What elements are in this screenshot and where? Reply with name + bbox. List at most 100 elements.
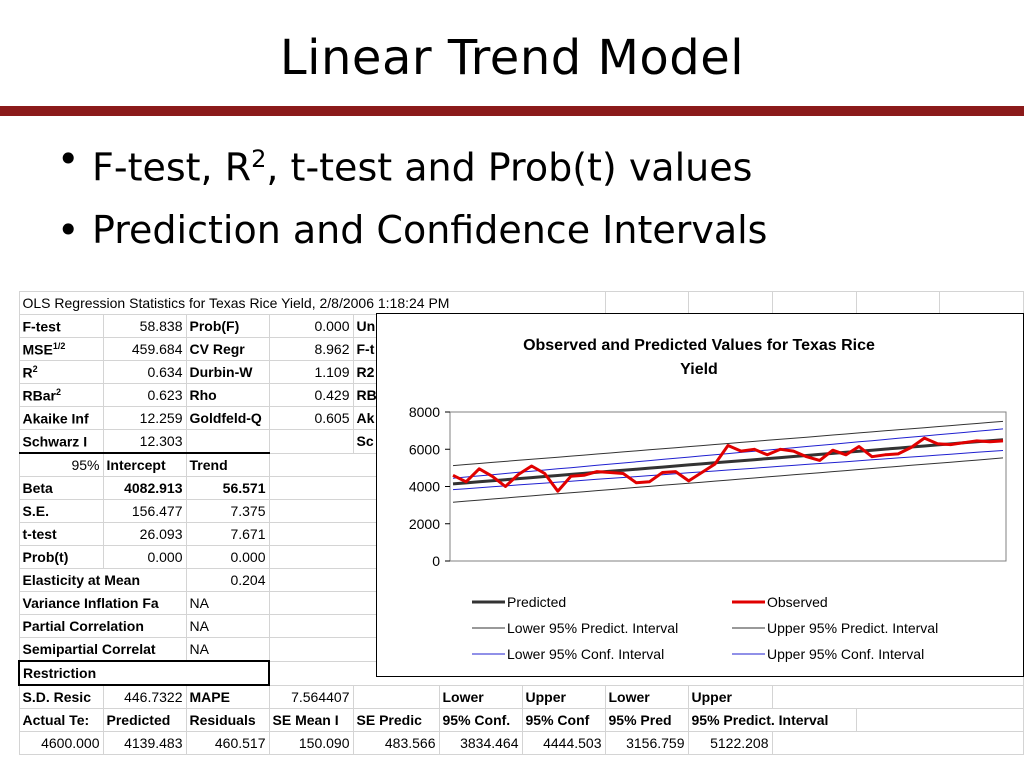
coef-value-cell[interactable]: 26.093 <box>102 522 187 546</box>
sd-row: S.D. Resic 446.7322 MAPE 7.564407 Lower … <box>18 684 1024 709</box>
sd-value-cell[interactable]: 446.7322 <box>102 684 187 709</box>
stat-value-cell[interactable]: 1.109 <box>268 360 354 384</box>
interval-label-cell[interactable]: Lower <box>604 684 689 709</box>
stat-label-cell[interactable]: R2 <box>18 360 104 384</box>
legend-label: Observed <box>767 594 828 610</box>
data-cell[interactable]: 460.517 <box>185 731 270 755</box>
coef-value-cell[interactable]: 0.000 <box>102 545 187 569</box>
stat-value-cell[interactable] <box>268 429 354 454</box>
y-tick-label: 0 <box>432 553 440 569</box>
coef-label-cell[interactable]: t-test <box>18 522 104 546</box>
stat-value-cell[interactable]: 0.000 <box>268 314 354 338</box>
coef-header-cell[interactable]: Trend <box>185 452 270 477</box>
stat-label-cell[interactable]: Rho <box>185 383 270 407</box>
stat-label-cell[interactable] <box>185 429 270 454</box>
column-header-cell[interactable]: Actual Te: <box>18 708 104 732</box>
extra-label-cell[interactable]: Variance Inflation Fa <box>18 591 187 615</box>
extra-value-cell[interactable]: NA <box>185 637 270 662</box>
coef-header-cell[interactable]: 95% <box>18 452 104 477</box>
plot-area <box>449 411 1007 562</box>
data-row: 4600.000 4139.483 460.517 150.090 483.56… <box>18 731 1024 755</box>
column-header-cell[interactable]: 95% Predict. Interval <box>687 708 857 732</box>
coef-label-cell[interactable]: Beta <box>18 476 104 500</box>
stat-label-cell[interactable]: Durbin-W <box>185 360 270 384</box>
y-tick-label: 4000 <box>409 479 440 495</box>
sd-label-cell[interactable]: S.D. Resic <box>18 684 104 709</box>
chart-title-line1: Observed and Predicted Values for Texas … <box>523 337 875 354</box>
stat-label-cell[interactable]: Schwarz I <box>18 429 104 454</box>
y-tick-label: 8000 <box>409 404 440 420</box>
stat-value-cell[interactable]: 459.684 <box>102 337 187 361</box>
legend-label: Upper 95% Conf. Interval <box>767 646 924 662</box>
stat-label-cell[interactable]: F-test <box>18 314 104 338</box>
stat-value-cell[interactable]: 0.634 <box>102 360 187 384</box>
series-line-lower-95-conf-interval <box>452 450 1004 491</box>
coef-value-cell[interactable]: 4082.913 <box>102 476 187 500</box>
bullet-item-intervals: Prediction and Confidence Intervals <box>55 199 767 261</box>
column-header-cell[interactable]: 95% Conf <box>521 708 606 732</box>
coef-label-cell[interactable]: Elasticity at Mean <box>18 568 187 592</box>
series-line-upper-95-predict-interval <box>452 420 1004 467</box>
coef-label-cell[interactable]: S.E. <box>18 499 104 523</box>
y-axis: 0 2000 4000 6000 8000 <box>409 404 450 569</box>
coef-value-cell[interactable]: 0.204 <box>185 568 270 592</box>
coef-value-cell[interactable]: 156.477 <box>102 499 187 523</box>
interval-label-cell[interactable]: Upper <box>521 684 606 709</box>
legend-label: Lower 95% Conf. Interval <box>507 646 664 662</box>
stat-value-cell[interactable]: 12.303 <box>102 429 187 454</box>
column-header-cell[interactable]: Residuals <box>185 708 270 732</box>
coef-value-cell[interactable]: 0.000 <box>185 545 270 569</box>
column-header-cell[interactable]: SE Predic <box>352 708 440 732</box>
interval-label-cell[interactable]: Lower <box>438 684 523 709</box>
restriction-cell[interactable]: Restriction <box>18 660 270 686</box>
mape-label-cell[interactable]: MAPE <box>185 684 270 709</box>
extra-value-cell[interactable]: NA <box>185 591 270 615</box>
coef-label-cell[interactable]: Prob(t) <box>18 545 104 569</box>
y-tick-label: 6000 <box>409 441 440 457</box>
column-header-cell[interactable]: 95% Conf. <box>438 708 523 732</box>
sheet-header-row: OLS Regression Statistics for Texas Rice… <box>18 291 1024 315</box>
interval-label-cell[interactable]: Upper <box>687 684 773 709</box>
stat-value-cell[interactable]: 8.962 <box>268 337 354 361</box>
extra-value-cell[interactable]: NA <box>185 614 270 638</box>
data-cell[interactable]: 3156.759 <box>604 731 689 755</box>
coef-value-cell[interactable]: 7.375 <box>185 499 270 523</box>
stat-label-cell[interactable]: Goldfeld-Q <box>185 406 270 430</box>
stat-value-cell[interactable]: 58.838 <box>102 314 187 338</box>
chart-canvas: Observed and Predicted Values for Texas … <box>409 337 1007 662</box>
title-divider <box>0 106 1024 116</box>
embedded-chart[interactable]: Observed and Predicted Values for Texas … <box>376 313 1024 677</box>
stat-value-cell[interactable]: 0.429 <box>268 383 354 407</box>
data-cell[interactable]: 5122.208 <box>687 731 773 755</box>
sheet-header-cell[interactable]: OLS Regression Statistics for Texas Rice… <box>18 291 606 315</box>
data-cell[interactable]: 483.566 <box>352 731 440 755</box>
column-header-cell[interactable]: SE Mean I <box>268 708 354 732</box>
coef-header-cell[interactable]: Intercept <box>102 452 187 477</box>
stat-value-cell[interactable]: 0.623 <box>102 383 187 407</box>
chart-title-line2: Yield <box>680 361 718 378</box>
legend-label: Predicted <box>507 594 566 610</box>
column-header-cell[interactable]: 95% Pred <box>604 708 689 732</box>
stat-label-cell[interactable]: Akaike Inf <box>18 406 104 430</box>
data-cell[interactable]: 4600.000 <box>18 731 104 755</box>
series-line-upper-95-conf-interval <box>452 428 1004 479</box>
stat-label-cell[interactable]: MSE1/2 <box>18 337 104 361</box>
data-cell[interactable]: 4444.503 <box>521 731 606 755</box>
column-header-cell[interactable]: Predicted <box>102 708 187 732</box>
mape-value-cell[interactable]: 7.564407 <box>268 684 354 709</box>
stat-value-cell[interactable]: 12.259 <box>102 406 187 430</box>
data-cell[interactable]: 4139.483 <box>102 731 187 755</box>
stat-label-cell[interactable]: CV Regr <box>185 337 270 361</box>
data-cell[interactable]: 150.090 <box>268 731 354 755</box>
series-line-lower-95-predict-interval <box>452 457 1004 503</box>
stat-label-cell[interactable]: Prob(F) <box>185 314 270 338</box>
legend: Predicted Observed Lower 95% Predict. Inte… <box>472 594 938 662</box>
extra-label-cell[interactable]: Partial Correlation <box>18 614 187 638</box>
bullet-item-tests: F-test, R2, t-test and Prob(t) values <box>55 128 767 199</box>
data-cell[interactable]: 3834.464 <box>438 731 523 755</box>
extra-label-cell[interactable]: Semipartial Correlat <box>18 637 187 662</box>
coef-value-cell[interactable]: 56.571 <box>185 476 270 500</box>
stat-value-cell[interactable]: 0.605 <box>268 406 354 430</box>
stat-label-cell[interactable]: RBar2 <box>18 383 104 407</box>
coef-value-cell[interactable]: 7.671 <box>185 522 270 546</box>
